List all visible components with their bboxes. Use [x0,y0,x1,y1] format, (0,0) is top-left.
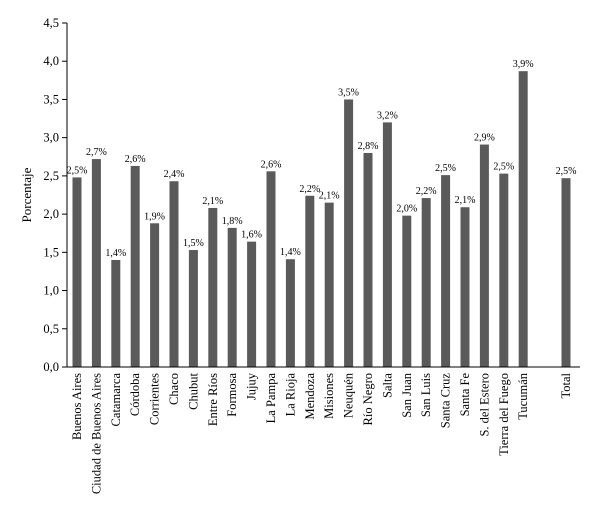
category-label: La Rioja [283,373,297,417]
bar [324,202,334,367]
data-label: 2,5% [67,165,88,176]
category-label: Mendoza [303,373,317,420]
bar [150,223,160,367]
bar [382,122,392,367]
y-tick-label: 4,5 [43,16,59,30]
data-label: 2,9% [474,133,495,144]
data-label: 2,1% [319,191,340,202]
bar [518,71,528,367]
data-label: 2,5% [493,162,514,173]
y-tick-label: 2,0 [43,207,59,221]
bar [561,178,571,367]
y-tick-label: 1,5 [43,245,59,259]
bar [421,198,431,367]
bar [188,250,198,367]
data-label: 2,2% [416,186,437,197]
category-label: Jujuy [245,372,259,400]
bar [344,99,354,367]
y-tick-label: 3,5 [43,92,59,106]
data-label: 2,1% [202,196,223,207]
y-tick-label: 2,5 [43,169,59,183]
bar [247,241,257,367]
category-label: Entre Ríos [206,373,220,426]
data-label: 2,5% [556,166,577,177]
bar [305,195,315,367]
data-label: 1,8% [222,216,243,227]
category-label: Río Negro [361,373,375,425]
data-label: 3,5% [338,87,359,98]
y-axis: 0,0 0,5 1,0 1,5 2,0 2,5 3,0 3,5 4,0 4,5 [43,16,68,374]
bar [266,171,276,367]
bar [91,159,101,367]
category-label: Buenos Aires [70,373,84,440]
category-label: Córdoba [128,373,142,417]
bar [130,165,140,367]
data-label: 1,5% [183,238,204,249]
category-label: Misiones [322,373,336,419]
bar [285,259,295,367]
bars [72,71,571,367]
category-label: Chubut [186,372,200,409]
category-label: S. del Estero [477,373,491,437]
category-label: Santa Cruz [439,373,453,429]
category-label: Neuquén [342,372,356,418]
category-label: Formosa [225,373,239,417]
data-label: 2,2% [299,184,320,195]
data-label: 2,6% [261,159,282,170]
bar [479,144,489,367]
data-label: 1,4% [105,248,126,259]
data-label: 2,8% [358,141,379,152]
category-label: San Luis [419,373,433,417]
x-axis: Buenos Aires Ciudad de Buenos Aires Catama… [67,366,580,494]
data-label: 2,5% [435,163,456,174]
category-label: San Juan [400,372,414,418]
category-label: Corrientes [148,373,162,425]
bar [169,181,179,367]
bar [111,259,121,367]
data-label: 3,9% [513,59,534,70]
category-label: Santa Fe [458,373,472,417]
category-label: La Pampa [264,373,278,424]
bar [402,215,412,367]
data-label: 2,0% [396,204,417,215]
bar [208,207,218,367]
y-tick-label: 3,0 [43,131,59,145]
data-labels: 2,5% 2,7% 1,4% 2,6% 1,9% 2,4% 1,5% 2,1% 1,8% 1,6%… [67,59,577,259]
bar [460,207,470,367]
y-axis-title: Porcentaje [19,167,34,222]
bar [499,173,509,367]
data-label: 3,2% [377,110,398,121]
y-tick-label: 0,5 [43,322,59,336]
category-label: Salta [380,373,394,398]
data-label: 2,4% [164,169,185,180]
bar [227,227,237,367]
data-label: 2,1% [455,195,476,206]
data-label: 1,9% [144,211,165,222]
category-label: Catamarca [109,373,123,427]
y-tick-label: 0,0 [43,360,59,374]
y-tick-label: 1,0 [43,284,59,298]
data-label: 2,6% [125,154,146,165]
bar [441,175,451,367]
category-label: Tucumán [516,372,530,420]
data-label: 2,7% [86,147,107,158]
data-label: 1,4% [280,247,301,258]
category-label: Chaco [167,373,181,405]
data-label: 1,6% [241,230,262,241]
category-label: Total [559,372,573,398]
bar [363,152,373,367]
category-label: Ciudad de Buenos Aires [89,373,103,494]
y-tick-label: 4,0 [43,54,59,68]
category-label: Tierra del Fuego [497,373,511,456]
bar [72,177,82,367]
